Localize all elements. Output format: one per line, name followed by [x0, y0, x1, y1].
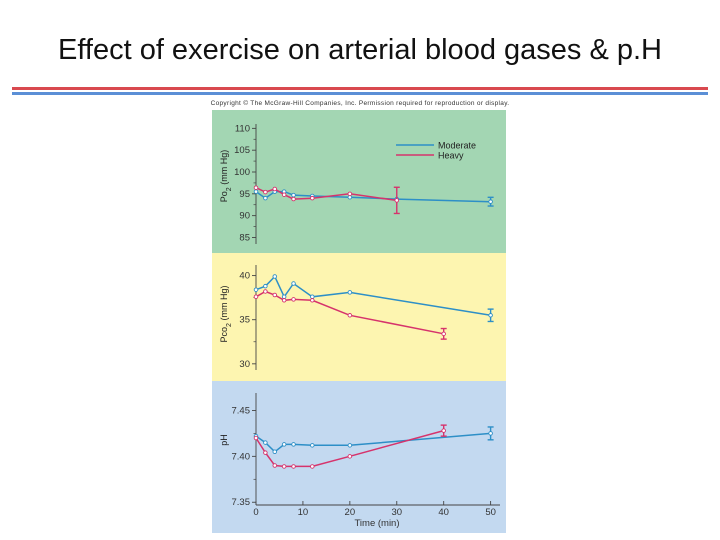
- po2-heavy-point: [310, 195, 315, 201]
- ph-panel-background: [212, 381, 506, 533]
- ph-y-axis-label: pH: [219, 434, 229, 446]
- po2-moderate-point: [253, 189, 259, 194]
- time-x-axis-label: Time (min): [354, 518, 399, 529]
- pco2-heavy-point: [441, 331, 446, 337]
- po2-y-tick-label: 90: [239, 211, 250, 222]
- po2-y-tick-label: 105: [234, 145, 250, 156]
- title-rule-red: [12, 87, 708, 90]
- time-x-tick-label: 30: [391, 507, 402, 518]
- pco2-moderate-point: [347, 290, 353, 295]
- pco2-y-tick-label: 30: [239, 359, 250, 370]
- time-x-tick-label: 0: [253, 507, 258, 518]
- ph-moderate-point: [488, 431, 493, 436]
- slide-title: Effect of exercise on arterial blood gas…: [58, 34, 662, 66]
- ph-y-tick-label: 7.40: [232, 451, 251, 462]
- po2-heavy-point: [263, 189, 268, 195]
- ph-heavy-point: [272, 463, 278, 468]
- po2-heavy-point: [394, 198, 400, 203]
- ph-heavy-point: [281, 464, 287, 469]
- po2-heavy-point: [253, 185, 259, 190]
- po2-y-tick-label: 95: [239, 189, 250, 200]
- pco2-y-axis-label: Pco2 (mm Hg): [219, 286, 233, 343]
- ph-moderate-point: [310, 443, 315, 448]
- pco2-moderate-point: [272, 274, 278, 279]
- pco2-moderate-point: [253, 287, 259, 292]
- pco2-heavy-point: [281, 298, 287, 303]
- ph-heavy-point: [310, 464, 315, 469]
- po2-y-tick-label: 85: [239, 232, 250, 243]
- ph-moderate-point: [263, 440, 268, 445]
- pco2-moderate-point: [263, 283, 268, 289]
- ph-moderate-point: [347, 443, 353, 448]
- pco2-heavy-point: [310, 298, 315, 303]
- pco2-heavy-point: [291, 297, 296, 302]
- ph-moderate-point: [281, 442, 287, 447]
- po2-heavy-point: [281, 192, 287, 197]
- ph-heavy-point: [291, 464, 296, 469]
- time-x-tick-label: 10: [298, 507, 309, 518]
- ph-heavy-point: [441, 428, 446, 433]
- time-x-tick-label: 50: [485, 507, 496, 518]
- pco2-heavy-point: [272, 292, 278, 298]
- pco2-heavy-point: [263, 289, 268, 294]
- ph-heavy-point: [253, 435, 259, 441]
- copyright-notice: Copyright © The McGraw-Hill Companies, I…: [210, 100, 510, 107]
- legend-label-moderate: Moderate: [438, 141, 476, 151]
- po2-heavy-point: [291, 196, 296, 202]
- po2-moderate-point: [263, 195, 268, 201]
- ph-y-tick-label: 7.45: [232, 405, 251, 416]
- legend-label-heavy: Heavy: [438, 151, 464, 161]
- po2-heavy-point: [347, 191, 353, 197]
- title-rule-blue: [12, 92, 708, 95]
- ph-y-tick-label: 7.35: [232, 497, 251, 508]
- ph-heavy-line: [255, 429, 444, 468]
- time-x-tick-label: 20: [345, 507, 356, 518]
- pco2-y-tick-label: 35: [239, 315, 250, 326]
- po2-moderate-point: [488, 199, 493, 204]
- ph-moderate-point: [272, 449, 278, 455]
- ph-heavy-point: [263, 450, 268, 455]
- pco2-moderate-point: [281, 294, 287, 300]
- po2-y-tick-label: 100: [234, 167, 250, 178]
- pco2-y-tick-label: 40: [239, 271, 250, 282]
- ph-moderate-point: [291, 442, 296, 447]
- pco2-moderate-point: [488, 313, 493, 318]
- ph-heavy-point: [347, 454, 353, 459]
- po2-y-axis-label: Po2 (mm Hg): [219, 150, 233, 202]
- pco2-moderate-point: [291, 281, 296, 286]
- time-x-tick-label: 40: [438, 507, 449, 518]
- pco2-heavy-point: [253, 294, 259, 300]
- pco2-heavy-point: [347, 313, 353, 318]
- po2-moderate-point: [291, 192, 296, 198]
- po2-heavy-point: [272, 186, 278, 192]
- pco2-moderate-point: [310, 294, 315, 300]
- po2-y-tick-label: 110: [235, 123, 250, 134]
- po2-panel-background: [212, 110, 506, 253]
